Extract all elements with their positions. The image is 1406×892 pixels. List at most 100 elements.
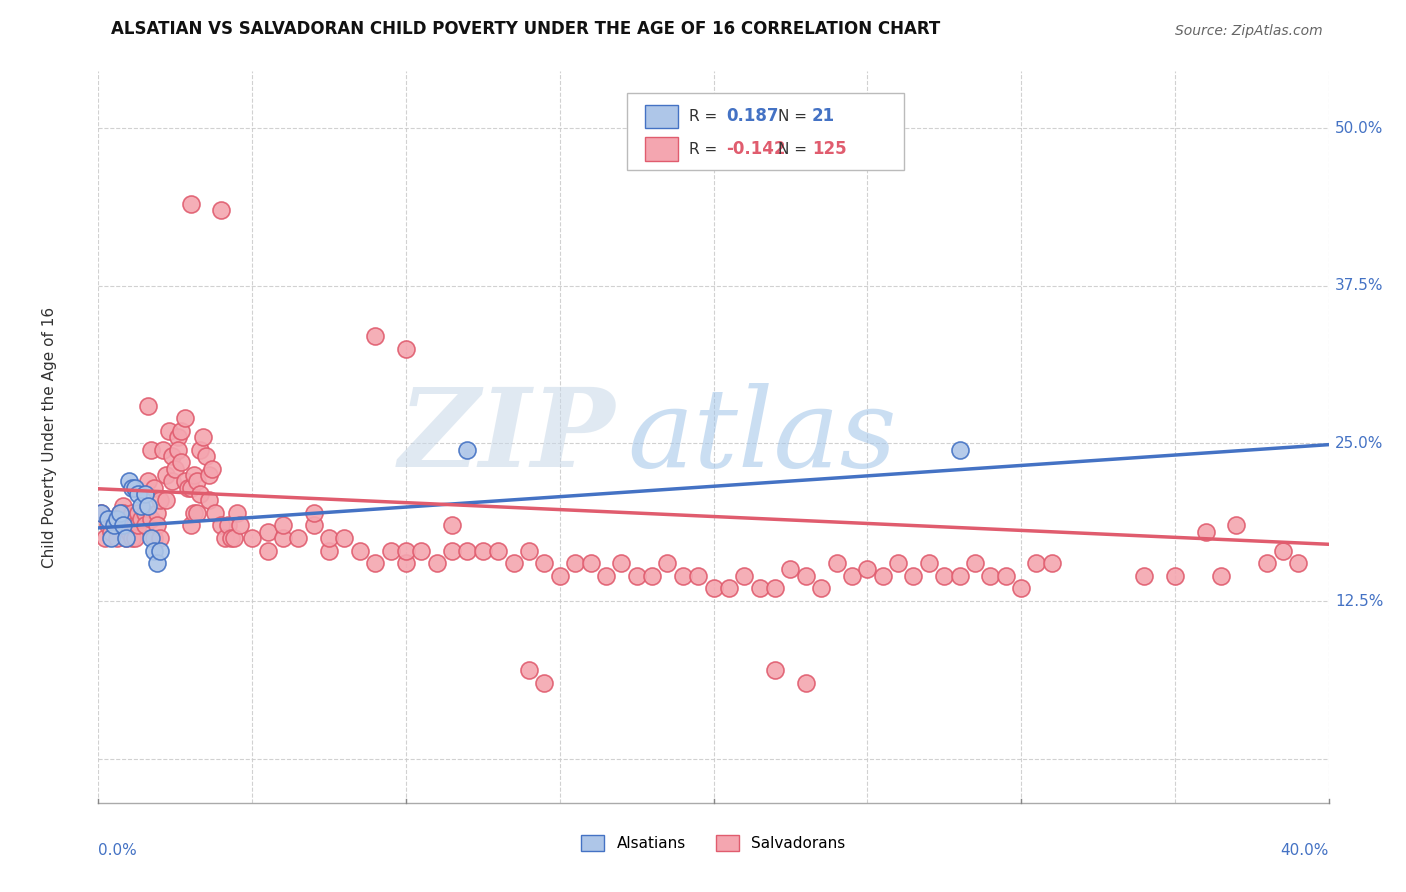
- Point: [127, 506, 149, 520]
- Point: [162, 474, 183, 488]
- Point: [364, 329, 387, 343]
- Point: [994, 569, 1017, 583]
- Point: [191, 430, 214, 444]
- Text: ALSATIAN VS SALVADORAN CHILD POVERTY UNDER THE AGE OF 16 CORRELATION CHART: ALSATIAN VS SALVADORAN CHILD POVERTY UND…: [111, 21, 941, 38]
- Point: [302, 518, 325, 533]
- Point: [186, 474, 208, 488]
- Point: [180, 518, 202, 533]
- Point: [115, 531, 138, 545]
- Point: [1010, 582, 1032, 596]
- Point: [103, 512, 125, 526]
- Point: [139, 531, 162, 545]
- Point: [108, 506, 131, 520]
- Point: [1256, 556, 1278, 570]
- Point: [121, 506, 143, 520]
- Point: [456, 442, 478, 457]
- Point: [1271, 543, 1294, 558]
- Point: [152, 442, 174, 457]
- Point: [517, 543, 540, 558]
- Point: [188, 487, 211, 501]
- Point: [198, 467, 221, 482]
- Point: [90, 506, 112, 520]
- Point: [134, 506, 156, 520]
- Point: [112, 518, 135, 533]
- Point: [124, 481, 146, 495]
- Point: [170, 455, 193, 469]
- Point: [180, 481, 202, 495]
- Point: [118, 474, 141, 488]
- Point: [149, 493, 172, 508]
- Point: [595, 569, 617, 583]
- Text: ZIP: ZIP: [398, 384, 616, 491]
- Point: [127, 518, 149, 533]
- Point: [124, 531, 146, 545]
- Point: [142, 543, 165, 558]
- Point: [162, 449, 183, 463]
- Point: [533, 676, 555, 690]
- FancyBboxPatch shape: [645, 137, 678, 161]
- Point: [287, 531, 309, 545]
- Point: [441, 518, 464, 533]
- Point: [548, 569, 571, 583]
- Point: [533, 556, 555, 570]
- Point: [214, 531, 236, 545]
- Point: [256, 543, 278, 558]
- Point: [703, 582, 725, 596]
- Point: [93, 531, 115, 545]
- Point: [201, 461, 224, 475]
- Point: [657, 556, 679, 570]
- Point: [155, 467, 177, 482]
- Point: [186, 506, 208, 520]
- Point: [318, 543, 340, 558]
- Point: [1040, 556, 1063, 570]
- Point: [380, 543, 402, 558]
- Point: [146, 556, 169, 570]
- Point: [688, 569, 710, 583]
- Point: [183, 506, 205, 520]
- Point: [100, 531, 122, 545]
- Point: [610, 556, 633, 570]
- Point: [146, 506, 169, 520]
- Text: 0.187: 0.187: [725, 107, 779, 126]
- Point: [176, 481, 198, 495]
- Text: 125: 125: [813, 140, 846, 158]
- Point: [121, 481, 143, 495]
- Point: [564, 556, 586, 570]
- Point: [127, 487, 149, 501]
- Point: [139, 442, 162, 457]
- Point: [103, 518, 125, 533]
- Point: [211, 518, 233, 533]
- Point: [887, 556, 910, 570]
- Point: [149, 543, 172, 558]
- Point: [105, 512, 128, 526]
- Point: [108, 518, 131, 533]
- Point: [841, 569, 863, 583]
- Point: [763, 582, 786, 596]
- Point: [180, 196, 202, 211]
- Point: [426, 556, 449, 570]
- Point: [1286, 556, 1309, 570]
- Point: [302, 506, 325, 520]
- Point: [963, 556, 986, 570]
- Point: [979, 569, 1001, 583]
- Point: [157, 424, 180, 438]
- Text: R =: R =: [689, 109, 723, 124]
- Point: [195, 449, 218, 463]
- Text: N =: N =: [778, 109, 811, 124]
- Text: 37.5%: 37.5%: [1334, 278, 1384, 293]
- Point: [204, 506, 226, 520]
- Point: [918, 556, 941, 570]
- Text: N =: N =: [778, 142, 811, 157]
- Point: [229, 518, 252, 533]
- Point: [626, 569, 648, 583]
- Point: [219, 531, 242, 545]
- Point: [271, 531, 294, 545]
- Point: [456, 543, 478, 558]
- Text: -0.142: -0.142: [725, 140, 786, 158]
- Point: [872, 569, 894, 583]
- Point: [97, 512, 120, 526]
- Point: [173, 474, 195, 488]
- Point: [1133, 569, 1156, 583]
- Text: Child Poverty Under the Age of 16: Child Poverty Under the Age of 16: [42, 307, 56, 567]
- Point: [97, 518, 120, 533]
